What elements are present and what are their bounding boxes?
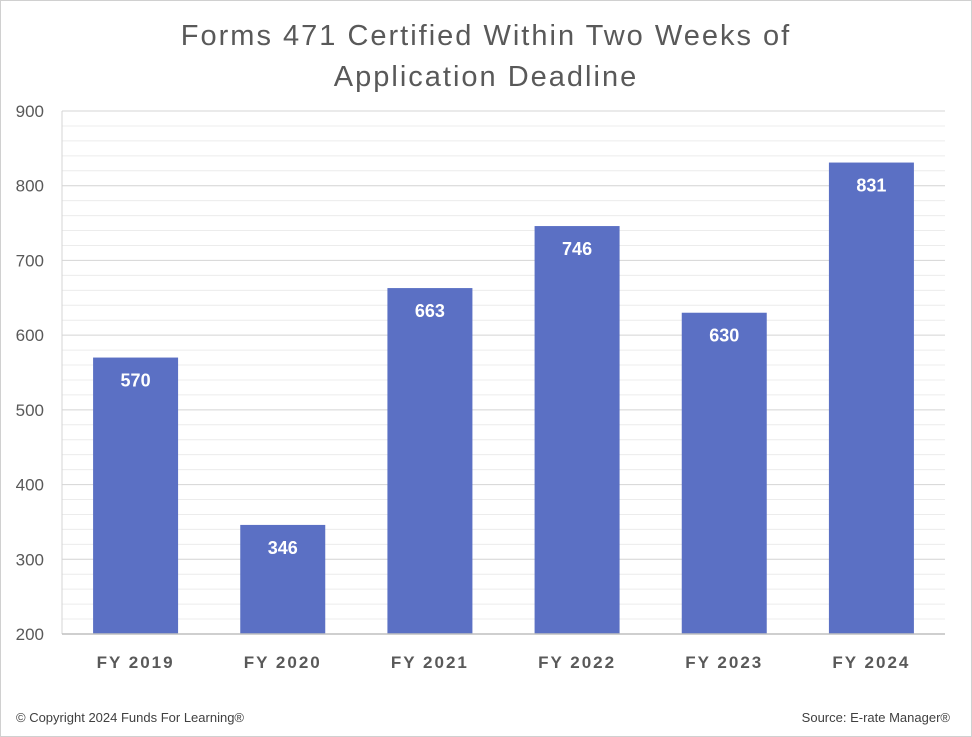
copyright-text: © Copyright 2024 Funds For Learning® xyxy=(16,710,245,725)
y-tick-label: 800 xyxy=(16,177,44,196)
bar xyxy=(534,226,620,634)
data-label: 831 xyxy=(856,176,886,196)
x-tick-label: FY 2020 xyxy=(244,653,322,672)
x-axis-ticks: FY 2019 FY 2020 FY 2021 FY 2022 FY 2023 FY 20… xyxy=(97,653,910,672)
y-tick-label: 500 xyxy=(16,401,44,420)
chart-title: Forms 471 Certified Within Two Weeks of … xyxy=(0,16,972,98)
x-tick-label: FY 2022 xyxy=(538,653,616,672)
y-tick-label: 300 xyxy=(16,550,44,569)
chart-title-line-2: Application Deadline xyxy=(333,61,639,93)
data-label: 630 xyxy=(709,326,739,346)
data-label: 663 xyxy=(415,301,445,321)
y-tick-label: 400 xyxy=(16,476,44,495)
bar xyxy=(387,288,473,634)
gridlines xyxy=(61,110,945,635)
bar xyxy=(681,312,767,634)
y-axis-ticks: 200 300 400 500 600 700 800 900 xyxy=(16,102,44,644)
y-tick-label: 600 xyxy=(16,326,44,345)
source-text: Source: E-rate Manager® xyxy=(801,710,950,725)
y-tick-label: 700 xyxy=(16,251,44,270)
y-tick-label: 200 xyxy=(16,625,44,644)
x-tick-label: FY 2021 xyxy=(391,653,469,672)
y-tick-label: 900 xyxy=(16,102,44,121)
bar xyxy=(828,162,914,634)
data-labels: 570 346 663 746 630 831 xyxy=(121,176,887,558)
bar xyxy=(93,357,179,634)
x-tick-label: FY 2019 xyxy=(97,653,175,672)
chart-title-line-1: Forms 471 Certified Within Two Weeks of xyxy=(180,20,792,52)
x-tick-label: FY 2023 xyxy=(685,653,763,672)
bar xyxy=(240,524,326,634)
data-label: 570 xyxy=(121,371,151,391)
data-label: 346 xyxy=(268,538,298,558)
x-tick-label: FY 2024 xyxy=(832,653,910,672)
data-label: 746 xyxy=(562,239,592,259)
bars xyxy=(93,162,914,634)
